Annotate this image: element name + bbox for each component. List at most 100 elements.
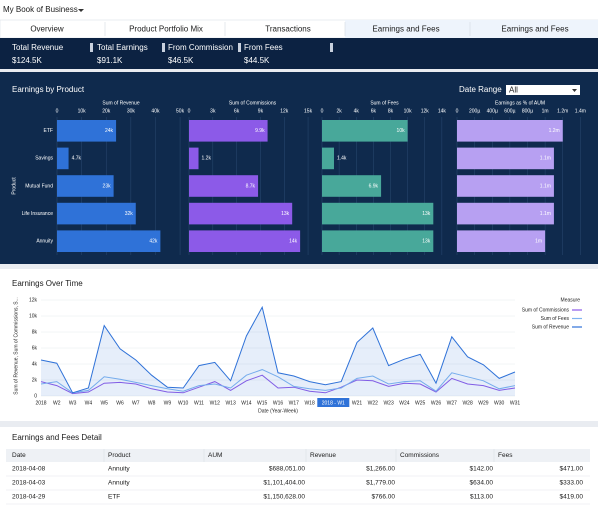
bar [457,175,554,197]
cell: $1,101,404.00 [263,480,305,487]
column-header[interactable]: Product [108,452,131,459]
area-fill [41,307,515,396]
x-tick-label: 1.2m [557,108,568,114]
section-title: Earnings and Fees Detail [12,433,102,442]
x-tick-label: W15 [257,400,268,406]
x-tick-label: W29 [478,400,489,406]
x-tick-label: W28 [462,400,473,406]
column-header[interactable]: Commissions [400,452,440,459]
x-tick-label: 15k [304,108,313,114]
cell: $1,150,628.00 [263,494,305,501]
time-panel [0,269,598,421]
x-tick-label: W3 [69,400,77,406]
tab[interactable]: Earnings and Fees [372,25,439,34]
x-tick-label: W4 [85,400,93,406]
value-label: 13k [281,211,290,217]
tab[interactable]: Transactions [265,25,311,34]
x-tick-label: W16 [273,400,284,406]
axis-title: Sum of Revenue, Sum of Commissions, S... [13,297,19,395]
separator [0,421,598,427]
x-tick-label: 600µ [504,108,515,114]
bar [57,147,69,170]
x-tick-label: W25 [415,400,426,406]
x-tick-label: 800µ [522,108,533,114]
x-tick-label: 6k [371,108,377,114]
tab[interactable]: Product Portfolio Mix [129,25,203,34]
y-tick-label: ETF [44,128,53,134]
column-header[interactable]: Revenue [310,452,336,459]
x-tick-label: W24 [399,400,410,406]
x-tick-label: W8 [148,400,156,406]
cell: $471.00 [560,466,584,473]
value-label: 1.2k [202,156,212,162]
date-range-label: Date Range [459,85,502,94]
tab[interactable]: Earnings and Fees [501,25,568,34]
bar [57,175,114,197]
dropdown-caret[interactable] [572,89,577,92]
hover-label: 2018 - W1 [322,400,345,406]
column-header[interactable]: Date [12,452,26,459]
bar [457,147,554,170]
section-title: Earnings by Product [12,85,85,94]
legend-title: Measure [561,297,581,303]
dropdown-caret[interactable] [78,9,84,12]
date-range-value[interactable]: All [509,86,518,95]
x-tick-label: W11 [194,400,204,406]
y-tick-label: 10k [29,313,38,319]
column-header[interactable]: Fees [498,452,513,459]
x-tick-label: 200µ [469,108,480,114]
y-tick-label: 0 [34,393,37,399]
kpi-label: Total Revenue [12,43,64,52]
bar [189,202,293,225]
cell: $1,779.00 [366,480,395,487]
x-tick-label: W23 [383,400,394,406]
y-tick-label: Life Insurance [22,211,54,217]
kpi-label: Total Earnings [97,43,148,52]
line [40,369,516,394]
line [40,305,516,394]
x-tick-label: 0 [321,108,324,114]
x-tick-label: 0 [456,108,459,114]
app-title[interactable]: My Book of Business [3,5,78,14]
x-tick-label: W13 [225,400,236,406]
top-bar [0,0,598,20]
value-label: 1.1m [540,211,551,217]
x-tick-label: W2 [53,400,61,406]
x-tick-label: 30k [127,108,136,114]
value-label: 14k [289,239,298,245]
date-range-select[interactable] [506,85,580,95]
value-label: 8.7k [246,183,256,189]
x-tick-label: 9k [258,108,264,114]
bar [322,230,434,252]
cell: $634.00 [470,480,494,487]
kpi-marker [238,43,241,52]
x-tick-label: W7 [132,400,140,406]
x-tick-label: W30 [494,400,505,406]
y-tick-label: Mutual Fund [25,183,53,189]
bar [189,120,268,142]
bar [189,175,259,197]
cell: $419.00 [560,494,584,501]
cell: $766.00 [372,494,396,501]
separator [0,69,598,72]
x-tick-label: 1m [542,108,549,114]
tab[interactable]: Overview [30,25,64,34]
value-label: 1.1m [540,183,551,189]
legend-label: Sum of Revenue [532,324,569,330]
kpi-value: $44.5K [244,56,270,65]
y-tick-label: 12k [29,297,38,303]
axis-title: Earnings as % of AUM [495,100,545,106]
axis-title: Sum of Revenue [102,100,139,106]
cell: 2018-04-03 [12,480,46,487]
x-tick-label: W31 [510,400,521,406]
value-label: 6.9k [369,183,379,189]
x-tick-label: 400µ [487,108,498,114]
axis-title: Date (Year-Week) [258,408,298,414]
column-header[interactable]: AUM [208,452,222,459]
x-tick-label: 8k [388,108,394,114]
bar [457,230,546,252]
x-tick-label: 6k [234,108,240,114]
x-tick-label: 3k [210,108,216,114]
y-tick-label: 8k [32,329,38,335]
table-header [6,449,590,462]
